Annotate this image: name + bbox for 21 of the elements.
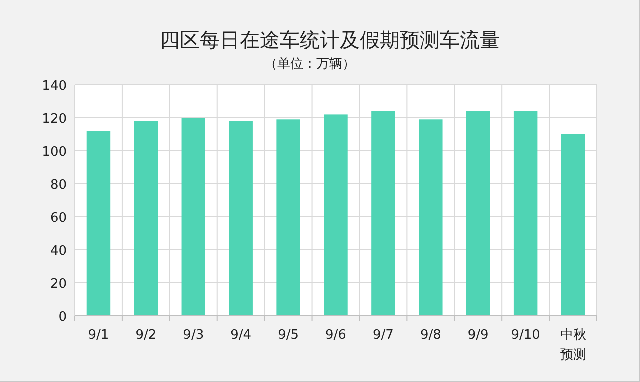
y-tick-label: 40	[50, 244, 67, 259]
x-tick-label: 9/10	[511, 328, 540, 343]
x-tick-label: 9/3	[183, 328, 204, 343]
y-tick-label: 140	[42, 79, 67, 94]
y-tick-label: 100	[42, 145, 67, 160]
y-tick-label: 0	[58, 310, 67, 325]
y-tick-label: 80	[50, 178, 67, 193]
y-tick-label: 60	[50, 211, 67, 226]
y-tick-label: 120	[42, 112, 67, 127]
x-tick-label: 9/1	[88, 328, 110, 343]
x-tick-label: 9/4	[230, 328, 252, 343]
x-tick-label: 9/6	[326, 328, 346, 343]
chart-title: 四区每日在途车统计及假期预测车流量	[160, 28, 500, 52]
x-tick-label: 9/9	[468, 328, 489, 343]
chart-subtitle: （单位：万辆）	[264, 57, 356, 72]
x-tick-label: 中秋预测	[560, 328, 586, 363]
x-tick-label: 9/5	[278, 328, 300, 343]
y-tick-label: 20	[50, 277, 67, 292]
x-tick-label: 9/8	[420, 328, 442, 343]
x-tick-label: 9/2	[136, 328, 157, 343]
x-tick-label: 9/7	[372, 328, 394, 343]
